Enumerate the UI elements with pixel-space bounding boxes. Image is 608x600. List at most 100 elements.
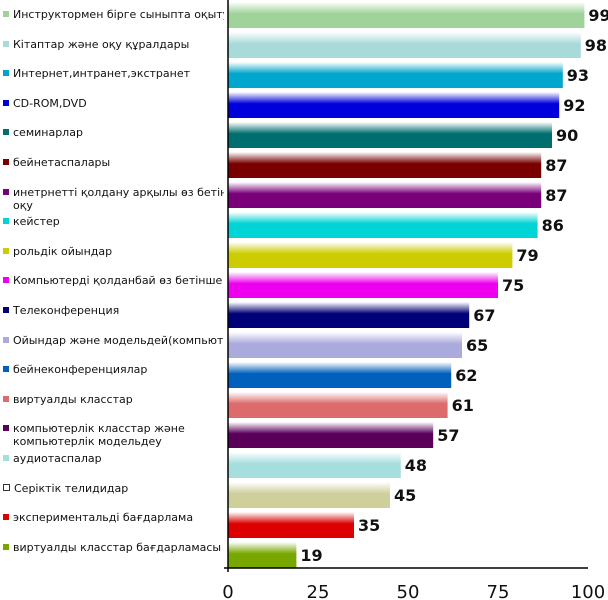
legend-item: Кітаптар және оқу құралдары bbox=[3, 38, 189, 51]
data-label: 87 bbox=[545, 156, 567, 175]
data-label: 75 bbox=[502, 276, 524, 295]
legend-swatch bbox=[3, 129, 9, 136]
legend-label: CD-ROM,DVD bbox=[13, 96, 87, 110]
legend-label: Кітаптар және оқу құралдары bbox=[13, 37, 190, 51]
bar bbox=[228, 62, 563, 88]
legend-item: экспериментальді бағдарлама bbox=[3, 511, 193, 524]
legend-swatch bbox=[3, 514, 9, 521]
legend-swatch bbox=[3, 40, 9, 47]
legend-swatch bbox=[3, 483, 10, 491]
legend-label: семинарлар bbox=[13, 126, 83, 140]
legend-swatch bbox=[3, 277, 9, 284]
legend-swatch bbox=[3, 543, 9, 550]
bar bbox=[228, 452, 401, 478]
data-label: 57 bbox=[437, 426, 459, 445]
legend-swatch bbox=[3, 11, 9, 17]
x-tick-label: 50 bbox=[397, 582, 420, 600]
bar bbox=[228, 482, 390, 508]
data-label: 62 bbox=[455, 366, 477, 385]
legend-item: аудиотаспалар bbox=[3, 452, 102, 465]
data-label: 65 bbox=[466, 336, 488, 355]
legend-swatch bbox=[3, 70, 9, 77]
legend-swatch bbox=[3, 218, 9, 225]
data-label: 87 bbox=[545, 186, 567, 205]
legend-swatch bbox=[3, 307, 9, 313]
legend-item: инетрнетті қолдану арқылы өз бетін оқу bbox=[3, 186, 224, 212]
legend-label: рольдік ойындар bbox=[13, 244, 113, 258]
legend-label: инетрнетті қолдану арқылы өз бетін оқу bbox=[13, 185, 224, 212]
data-label: 86 bbox=[542, 216, 564, 235]
bar bbox=[228, 302, 470, 328]
legend-label: экспериментальді бағдарлама bbox=[13, 511, 194, 525]
legend-label: бейнеконференциялар bbox=[13, 363, 148, 377]
legend: Инструктормен бірге сыныпта оқыту Кітапта… bbox=[0, 0, 224, 580]
bar bbox=[228, 272, 498, 298]
legend-label: кейстер bbox=[13, 215, 60, 229]
legend-item: Ойындар және модельдей(компьюте bbox=[3, 334, 224, 347]
legend-item: бейнетаспалары bbox=[3, 156, 110, 169]
legend-item: компьютерлік класстар және компьютерлік … bbox=[3, 422, 224, 448]
legend-item: Серіктік телидидар bbox=[3, 482, 128, 495]
legend-item: семинарлар bbox=[3, 126, 83, 139]
legend-label: бейнетаспалары bbox=[13, 156, 111, 169]
bar bbox=[228, 92, 560, 118]
bar bbox=[228, 362, 452, 388]
legend-swatch bbox=[3, 247, 9, 254]
legend-label: виртуалды класстар bbox=[13, 392, 133, 406]
data-label: 35 bbox=[358, 516, 380, 535]
data-label: 67 bbox=[473, 306, 495, 325]
legend-label: аудиотаспалар bbox=[13, 452, 102, 465]
data-label: 99 bbox=[588, 6, 608, 25]
x-tick-label: 0 bbox=[222, 582, 233, 600]
bar bbox=[228, 422, 434, 448]
legend-item: кейстер bbox=[3, 215, 60, 228]
legend-swatch bbox=[3, 455, 9, 461]
legend-swatch bbox=[3, 188, 9, 195]
legend-label: компьютерлік класстар және компьютерлік … bbox=[13, 422, 185, 449]
data-label: 98 bbox=[585, 36, 607, 55]
legend-swatch bbox=[3, 159, 9, 165]
data-label: 19 bbox=[300, 546, 322, 565]
data-label: 90 bbox=[556, 126, 578, 145]
legend-label: Ойындар және модельдей(компьюте bbox=[13, 333, 224, 347]
bar bbox=[228, 512, 354, 538]
x-tick-label: 75 bbox=[487, 582, 510, 600]
bar bbox=[228, 392, 448, 418]
legend-label: виртуалды класстар бағдарламасы bbox=[13, 540, 222, 554]
legend-item: CD-ROM,DVD bbox=[3, 97, 87, 110]
data-label: 79 bbox=[516, 246, 538, 265]
legend-label: Компьютерді қолданбай өз бетінше bbox=[13, 274, 223, 288]
legend-item: Интернет,интранет,экстранет bbox=[3, 67, 190, 80]
legend-label: Телеконференция bbox=[13, 304, 120, 317]
bar bbox=[228, 152, 542, 178]
x-tick-label: 100 bbox=[571, 582, 605, 600]
legend-item: Компьютерді қолданбай өз бетінше bbox=[3, 274, 222, 287]
bar bbox=[228, 122, 552, 148]
legend-label: Серіктік телидидар bbox=[14, 481, 129, 495]
x-tick-label: 25 bbox=[307, 582, 330, 600]
legend-item: виртуалды класстар bbox=[3, 393, 133, 406]
bar bbox=[228, 332, 462, 358]
legend-item: виртуалды класстар бағдарламасы bbox=[3, 541, 221, 554]
legend-swatch bbox=[3, 425, 9, 432]
data-label: 92 bbox=[563, 96, 585, 115]
bar bbox=[228, 182, 542, 208]
legend-label: Интернет,интранет,экстранет bbox=[13, 67, 191, 81]
legend-swatch bbox=[3, 336, 9, 343]
legend-item: Телеконференция bbox=[3, 304, 119, 317]
bar bbox=[228, 32, 581, 58]
data-label: 45 bbox=[394, 486, 416, 505]
bar bbox=[228, 242, 513, 268]
legend-item: Инструктормен бірге сыныпта оқыту bbox=[3, 8, 224, 21]
legend-item: рольдік ойындар bbox=[3, 245, 112, 258]
bar bbox=[228, 212, 538, 238]
legend-swatch bbox=[3, 99, 9, 106]
data-label: 61 bbox=[452, 396, 474, 415]
legend-item: бейнеконференциялар bbox=[3, 363, 147, 376]
legend-label: Инструктормен бірге сыныпта оқыту bbox=[13, 8, 224, 21]
data-label: 48 bbox=[405, 456, 427, 475]
data-label: 93 bbox=[567, 66, 589, 85]
bar bbox=[228, 2, 585, 28]
